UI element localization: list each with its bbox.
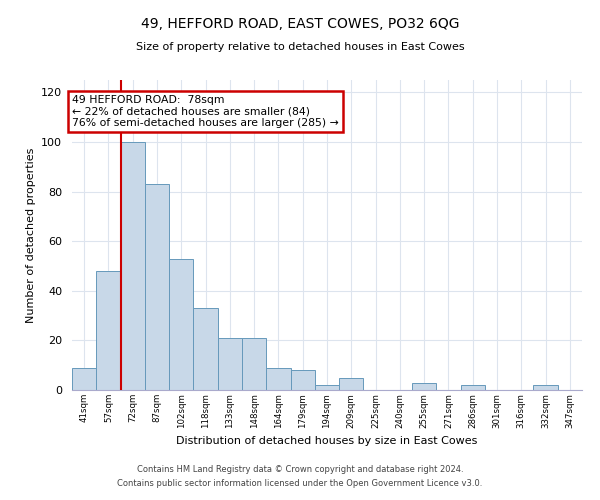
Bar [242,338,266,390]
Text: 49, HEFFORD ROAD, EAST COWES, PO32 6QG: 49, HEFFORD ROAD, EAST COWES, PO32 6QG [141,18,459,32]
Bar [218,338,242,390]
Bar [266,368,290,390]
Bar [72,368,96,390]
Bar [169,258,193,390]
Text: Size of property relative to detached houses in East Cowes: Size of property relative to detached ho… [136,42,464,52]
Bar [339,378,364,390]
Text: 49 HEFFORD ROAD:  78sqm
← 22% of detached houses are smaller (84)
76% of semi-de: 49 HEFFORD ROAD: 78sqm ← 22% of detached… [72,95,339,128]
Text: Contains HM Land Registry data © Crown copyright and database right 2024.
Contai: Contains HM Land Registry data © Crown c… [118,466,482,487]
Bar [412,382,436,390]
Bar [533,385,558,390]
X-axis label: Distribution of detached houses by size in East Cowes: Distribution of detached houses by size … [176,436,478,446]
Bar [145,184,169,390]
Bar [121,142,145,390]
Bar [461,385,485,390]
Bar [315,385,339,390]
Bar [96,271,121,390]
Y-axis label: Number of detached properties: Number of detached properties [26,148,35,322]
Bar [290,370,315,390]
Bar [193,308,218,390]
